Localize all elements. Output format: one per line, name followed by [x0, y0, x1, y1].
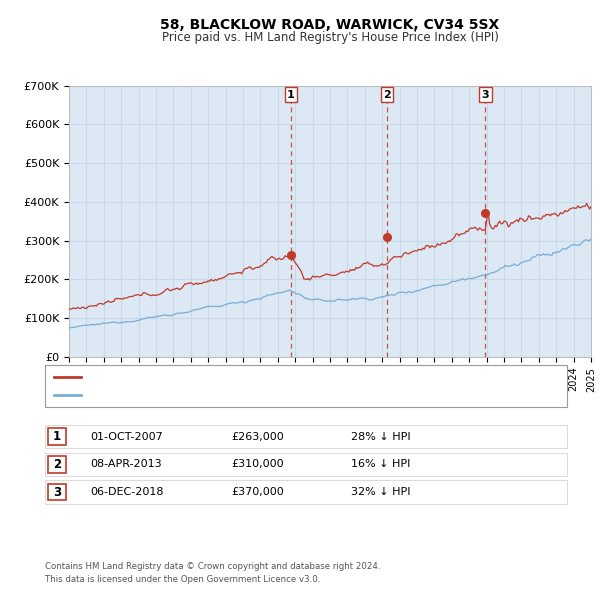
- Text: 58, BLACKLOW ROAD, WARWICK, CV34 5SX (detached house): 58, BLACKLOW ROAD, WARWICK, CV34 5SX (de…: [86, 372, 408, 382]
- Text: £263,000: £263,000: [231, 432, 284, 441]
- Text: £310,000: £310,000: [231, 460, 284, 469]
- Text: 1: 1: [287, 90, 295, 100]
- Text: 16% ↓ HPI: 16% ↓ HPI: [351, 460, 410, 469]
- Text: 2: 2: [383, 90, 391, 100]
- Text: Price paid vs. HM Land Registry's House Price Index (HPI): Price paid vs. HM Land Registry's House …: [161, 31, 499, 44]
- Text: Contains HM Land Registry data © Crown copyright and database right 2024.: Contains HM Land Registry data © Crown c…: [45, 562, 380, 571]
- Text: 3: 3: [53, 486, 61, 499]
- Text: 3: 3: [482, 90, 489, 100]
- Text: 28% ↓ HPI: 28% ↓ HPI: [351, 432, 410, 441]
- Text: 01-OCT-2007: 01-OCT-2007: [90, 432, 163, 441]
- Text: £370,000: £370,000: [231, 487, 284, 497]
- Text: 06-DEC-2018: 06-DEC-2018: [90, 487, 163, 497]
- Text: 32% ↓ HPI: 32% ↓ HPI: [351, 487, 410, 497]
- Text: 08-APR-2013: 08-APR-2013: [90, 460, 161, 469]
- Text: HPI: Average price, detached house, Warwick: HPI: Average price, detached house, Warw…: [86, 390, 322, 400]
- Text: This data is licensed under the Open Government Licence v3.0.: This data is licensed under the Open Gov…: [45, 575, 320, 584]
- Text: 58, BLACKLOW ROAD, WARWICK, CV34 5SX: 58, BLACKLOW ROAD, WARWICK, CV34 5SX: [160, 18, 500, 32]
- Text: 2: 2: [53, 458, 61, 471]
- Text: 1: 1: [53, 430, 61, 443]
